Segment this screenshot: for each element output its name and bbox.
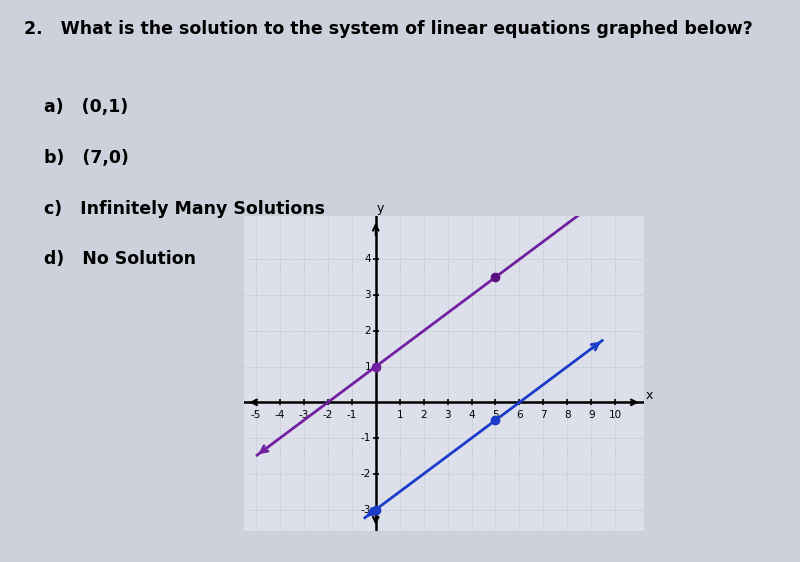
Text: 4: 4 — [468, 410, 475, 420]
Text: -4: -4 — [274, 410, 285, 420]
Text: c)   Infinitely Many Solutions: c) Infinitely Many Solutions — [44, 200, 325, 217]
Text: 5: 5 — [492, 410, 499, 420]
Text: d)   No Solution: d) No Solution — [44, 250, 196, 268]
Text: -3: -3 — [298, 410, 309, 420]
Text: 6: 6 — [516, 410, 522, 420]
Text: 1: 1 — [396, 410, 403, 420]
Text: 10: 10 — [609, 410, 622, 420]
Text: 9: 9 — [588, 410, 594, 420]
Text: -3: -3 — [361, 505, 371, 515]
Text: -2: -2 — [322, 410, 333, 420]
Text: 4: 4 — [364, 254, 371, 264]
Text: 3: 3 — [364, 290, 371, 300]
Text: -5: -5 — [250, 410, 261, 420]
Text: 2: 2 — [420, 410, 427, 420]
Text: 8: 8 — [564, 410, 570, 420]
Text: 2: 2 — [364, 326, 371, 336]
Text: 1: 1 — [364, 361, 371, 371]
Text: b)   (7,0): b) (7,0) — [44, 149, 129, 167]
Text: -1: -1 — [361, 433, 371, 443]
Text: 2.   What is the solution to the system of linear equations graphed below?: 2. What is the solution to the system of… — [24, 20, 753, 38]
Text: x: x — [645, 389, 653, 402]
Text: a)   (0,1): a) (0,1) — [44, 98, 128, 116]
Text: 3: 3 — [444, 410, 451, 420]
Text: 7: 7 — [540, 410, 546, 420]
Text: y: y — [376, 202, 384, 215]
Text: -1: -1 — [346, 410, 357, 420]
Text: -2: -2 — [361, 469, 371, 479]
